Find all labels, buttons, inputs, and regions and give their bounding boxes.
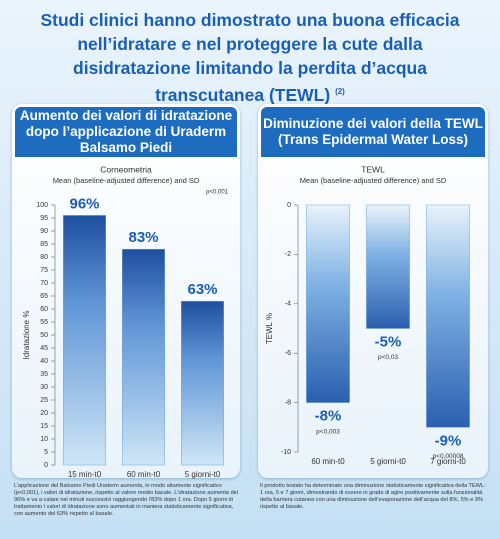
y-tick-label: 75 bbox=[40, 267, 48, 274]
chart-subtitle: Mean (baseline-adjusted difference) and … bbox=[300, 176, 447, 185]
y-tick-label: -10 bbox=[281, 449, 291, 456]
bar bbox=[122, 248, 165, 466]
value-label: 96% bbox=[69, 195, 99, 212]
y-axis-label: TEWL % bbox=[265, 313, 274, 344]
y-tick-label: 50 bbox=[40, 332, 48, 339]
y-tick-label: -8 bbox=[285, 399, 291, 406]
x-tick-label: 60 min-t0 bbox=[127, 470, 161, 479]
y-tick-label: 40 bbox=[40, 358, 48, 365]
footnote: Il prodotto testato ha determinato una d… bbox=[260, 483, 486, 510]
y-tick-label: 0 bbox=[287, 202, 291, 209]
p-value: p<0,03 bbox=[378, 354, 398, 361]
y-tick-label: -6 bbox=[285, 350, 291, 357]
y-tick-label: 60 bbox=[40, 306, 48, 313]
chart-subtitle: Corneometria bbox=[100, 164, 152, 174]
bar bbox=[181, 300, 224, 466]
chart-subtitle: Mean (baseline-adjusted difference) and … bbox=[53, 176, 200, 185]
y-tick-label: 90 bbox=[40, 228, 48, 235]
y-tick-label: 80 bbox=[40, 254, 48, 261]
bar bbox=[426, 204, 470, 428]
annotation: p<0,001 bbox=[206, 190, 229, 196]
y-tick-label: 25 bbox=[40, 397, 48, 404]
title-note: (2) bbox=[335, 87, 345, 96]
y-tick-label: 15 bbox=[40, 423, 48, 430]
chart-subtitle: TEWL bbox=[361, 164, 385, 174]
y-tick-label: 100 bbox=[36, 202, 48, 209]
y-axis-label: Idratazione % bbox=[22, 311, 31, 360]
y-tick-label: -2 bbox=[285, 251, 291, 258]
x-tick-label: 15 min-t0 bbox=[68, 470, 102, 479]
y-tick-label: 10 bbox=[40, 436, 48, 443]
y-tick-label: 20 bbox=[40, 410, 48, 417]
y-tick-label: 0 bbox=[44, 462, 48, 469]
p-value: p<0,00008 bbox=[433, 453, 464, 460]
bar bbox=[63, 215, 106, 466]
y-tick-label: -4 bbox=[285, 301, 291, 308]
p-value: p<0,003 bbox=[316, 428, 340, 435]
bar bbox=[366, 204, 410, 329]
y-tick-label: 95 bbox=[40, 215, 48, 222]
x-tick-label: 5 giorni-t0 bbox=[185, 470, 221, 479]
x-tick-label: 60 min-t0 bbox=[311, 457, 345, 466]
value-label: 63% bbox=[187, 281, 217, 298]
y-tick-label: 30 bbox=[40, 384, 48, 391]
value-label: -9% bbox=[435, 432, 462, 449]
y-tick-label: 55 bbox=[40, 319, 48, 326]
x-tick-label: 5 giorni-t0 bbox=[370, 457, 406, 466]
value-label: 83% bbox=[128, 229, 158, 246]
y-tick-label: 45 bbox=[40, 345, 48, 352]
value-label: -8% bbox=[315, 408, 342, 425]
main-title: Studi clinici hanno dimostrato una buona… bbox=[20, 8, 480, 107]
y-tick-label: 35 bbox=[40, 371, 48, 378]
y-tick-label: 85 bbox=[40, 241, 48, 248]
panel-title: Diminuzione dei valori della TEWL (Trans… bbox=[261, 107, 485, 157]
title-text: Studi clinici hanno dimostrato una buona… bbox=[40, 10, 460, 105]
panel-title: Aumento dei valori di idratazione dopo l… bbox=[15, 107, 237, 157]
bar bbox=[306, 204, 350, 403]
y-tick-label: 65 bbox=[40, 293, 48, 300]
x-tick-label: 7 giorni-t0 bbox=[430, 457, 466, 466]
y-tick-label: 70 bbox=[40, 280, 48, 287]
y-tick-label: 5 bbox=[44, 449, 48, 456]
footnote: L’applicazione del Balsamo Piedi Uraderm… bbox=[14, 483, 239, 517]
value-label: -5% bbox=[375, 333, 402, 350]
